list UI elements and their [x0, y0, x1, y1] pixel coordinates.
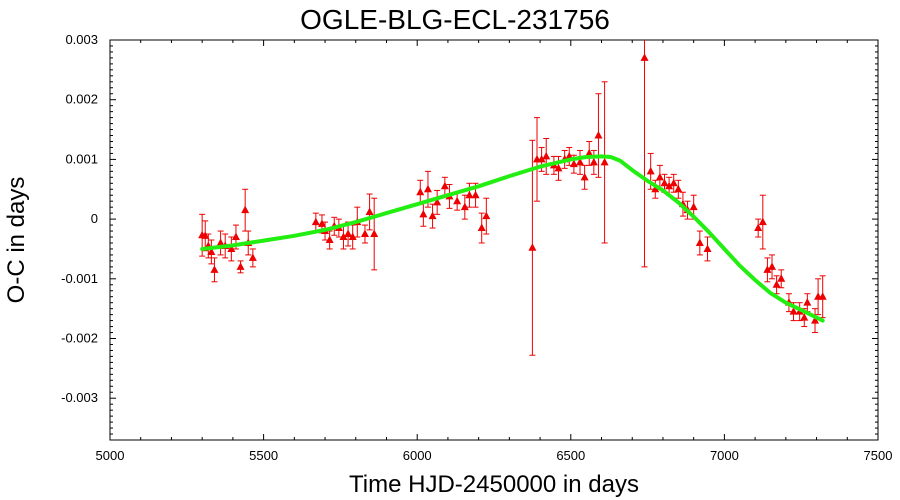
plot-frame: [109, 39, 879, 441]
data-point: [800, 313, 809, 321]
y-tick-label: 0.003: [65, 32, 98, 47]
x-tick-label: 6000: [403, 448, 432, 463]
x-tick-labels: 5000 5500 6000 6500 7000 7500: [96, 448, 893, 463]
data-point: [207, 247, 216, 255]
data-point: [453, 196, 462, 205]
data-point: [703, 244, 712, 252]
data-point: [227, 244, 236, 252]
x-tick-label: 6500: [556, 448, 585, 463]
data-point: [763, 265, 772, 273]
data-point: [348, 232, 357, 241]
data-point: [646, 166, 655, 175]
data-point: [201, 231, 210, 239]
data-point: [758, 217, 767, 226]
x-tick-label: 5500: [249, 448, 278, 463]
data-point: [465, 190, 474, 199]
data-point: [482, 211, 491, 220]
chart-title: OGLE-BLG-ECL-231756: [300, 4, 610, 35]
y-tick-label: 0.001: [65, 151, 98, 166]
data-point: [695, 238, 704, 246]
data-point: [423, 184, 432, 193]
data-point: [528, 243, 537, 251]
y-tick-label: 0: [91, 211, 98, 226]
data-point: [241, 205, 250, 214]
data-point: [660, 178, 669, 187]
data-point: [580, 172, 589, 181]
data-point: [594, 131, 603, 139]
y-axis-title: O-C in days: [3, 177, 30, 304]
data-point: [585, 148, 594, 157]
x-axis-title: Time HJD-2450000 in days: [349, 471, 639, 498]
data-point: [231, 232, 240, 241]
data-point: [589, 157, 598, 166]
data-point: [360, 229, 369, 238]
data-point: [803, 298, 812, 306]
data-point: [248, 253, 257, 261]
y-tick-label: -0.002: [61, 331, 98, 346]
data-point: [554, 163, 563, 172]
data-point: [600, 157, 609, 166]
data-point: [370, 229, 379, 238]
observed-points: [198, 40, 827, 356]
data-point: [216, 238, 225, 246]
y-tick-label: -0.003: [61, 390, 98, 405]
data-point: [777, 274, 786, 282]
axis-ticks: [109, 39, 879, 441]
data-point: [419, 209, 428, 218]
data-point: [811, 316, 820, 324]
data-point: [754, 223, 763, 232]
data-point: [477, 223, 486, 232]
data-point: [651, 184, 660, 193]
data-point: [669, 178, 678, 187]
data-point: [772, 280, 781, 288]
data-point: [433, 197, 442, 206]
data-point: [339, 232, 348, 241]
data-point: [440, 181, 449, 190]
data-point: [317, 219, 326, 227]
y-tick-label: -0.001: [61, 271, 98, 286]
data-point: [576, 157, 585, 166]
data-point: [416, 187, 425, 196]
data-point: [236, 262, 245, 270]
x-tick-label: 7500: [864, 448, 893, 463]
data-point: [344, 229, 353, 238]
data-point: [818, 292, 827, 300]
x-tick-label: 7000: [710, 448, 739, 463]
data-point: [674, 184, 683, 193]
data-point: [789, 307, 798, 315]
y-tick-label: 0.002: [65, 92, 98, 107]
data-point: [365, 207, 374, 215]
data-point: [471, 190, 480, 199]
data-point: [569, 159, 578, 168]
data-point: [768, 262, 777, 270]
data-point: [537, 154, 546, 163]
data-point: [542, 151, 551, 160]
data-point: [655, 172, 664, 181]
data-point: [665, 181, 674, 190]
data-point: [689, 202, 698, 211]
data-point: [210, 265, 219, 273]
data-point: [428, 211, 437, 220]
y-tick-labels: 0.003 0.002 0.001 0 -0.001 -0.002 -0.003: [61, 32, 98, 405]
data-point: [460, 202, 469, 211]
fit-curve: [200, 154, 825, 323]
data-point: [311, 217, 320, 226]
data-point: [640, 53, 649, 61]
fit-curve-layer: [200, 154, 825, 323]
data-point: [325, 235, 334, 243]
x-tick-label: 5000: [96, 448, 125, 463]
